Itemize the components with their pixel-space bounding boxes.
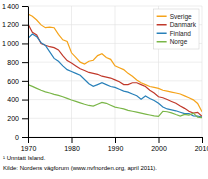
chart: 1970 1980 1990 2000 2010 0 200 400 600 800 1 000 1 …	[0, 0, 208, 179]
series-line	[28, 24, 202, 116]
y-tick-label: 400	[7, 96, 19, 103]
series-line	[28, 14, 202, 112]
x-tick-label: 1970	[21, 145, 37, 152]
y-tick: 1 400	[2, 3, 28, 10]
y-tick-label: 1 400	[2, 3, 19, 10]
x-tick: 1980	[64, 137, 80, 152]
x-axis: 1970 1980 1990 2000 2010	[21, 137, 208, 152]
footnote: ¹ Unntatt Island.	[3, 155, 46, 161]
y-tick-mark	[22, 100, 28, 101]
y-tick-mark	[22, 137, 28, 138]
x-tick-label: 1980	[64, 145, 80, 152]
y-axis-domain	[28, 7, 29, 138]
y-tick-label: 1 200	[2, 21, 19, 28]
y-tick-label: 200	[7, 115, 19, 122]
y-tick: 600	[7, 78, 28, 85]
x-tick: 2010	[195, 137, 208, 152]
y-tick-mark	[22, 25, 28, 26]
x-tick-mark	[202, 137, 203, 143]
y-axis: 0 200 400 600 800 1 000 1 200 1 400	[2, 3, 28, 141]
y-tick-label: 800	[7, 59, 19, 66]
grid	[28, 6, 202, 137]
y-tick: 800	[7, 59, 28, 66]
legend-label: Finland	[170, 30, 192, 37]
x-tick-mark	[159, 137, 160, 143]
legend: SverigeDanmark FinlandNorge	[154, 9, 199, 49]
y-tick-label: 600	[7, 78, 19, 85]
y-tick-mark	[22, 81, 28, 82]
y-tick-mark	[22, 43, 28, 44]
y-tick-mark	[22, 118, 28, 119]
footnote: Kilde: Nordens vägforum (www.nvfnorden.o…	[3, 165, 157, 171]
y-tick-mark	[22, 6, 28, 7]
legend-swatch	[157, 41, 167, 43]
x-tick-mark	[28, 137, 29, 143]
y-tick-label: 0	[15, 134, 19, 141]
legend-swatch	[157, 24, 167, 26]
x-tick: 1990	[108, 137, 124, 152]
x-tick-label: 2010	[195, 145, 208, 152]
y-tick: 1 200	[2, 21, 28, 28]
x-tick: 2000	[151, 137, 167, 152]
y-tick-label: 1 000	[2, 40, 19, 47]
legend-label: Danmark	[170, 21, 197, 28]
legend-box	[154, 9, 199, 49]
legend-swatch	[157, 16, 167, 18]
grid-line-x	[115, 6, 116, 137]
legend-swatch	[157, 33, 167, 35]
legend-label: Norge	[170, 38, 188, 46]
y-tick: 1 000	[2, 40, 28, 47]
plot: 1970 1980 1990 2000 2010 0 200 400 600 800 1 000 1 …	[2, 3, 208, 152]
x-tick-mark	[115, 137, 116, 143]
x-tick: 1970	[21, 137, 37, 152]
x-tick-label: 2000	[151, 145, 167, 152]
legend-label: Sverige	[170, 13, 192, 21]
x-tick-label: 1990	[108, 145, 124, 152]
series-line	[28, 85, 202, 118]
y-tick-mark	[22, 62, 28, 63]
y-tick: 200	[7, 115, 28, 122]
y-tick: 400	[7, 96, 28, 103]
y-tick: 0	[15, 134, 28, 141]
x-tick-mark	[72, 137, 73, 143]
lines	[28, 14, 202, 117]
